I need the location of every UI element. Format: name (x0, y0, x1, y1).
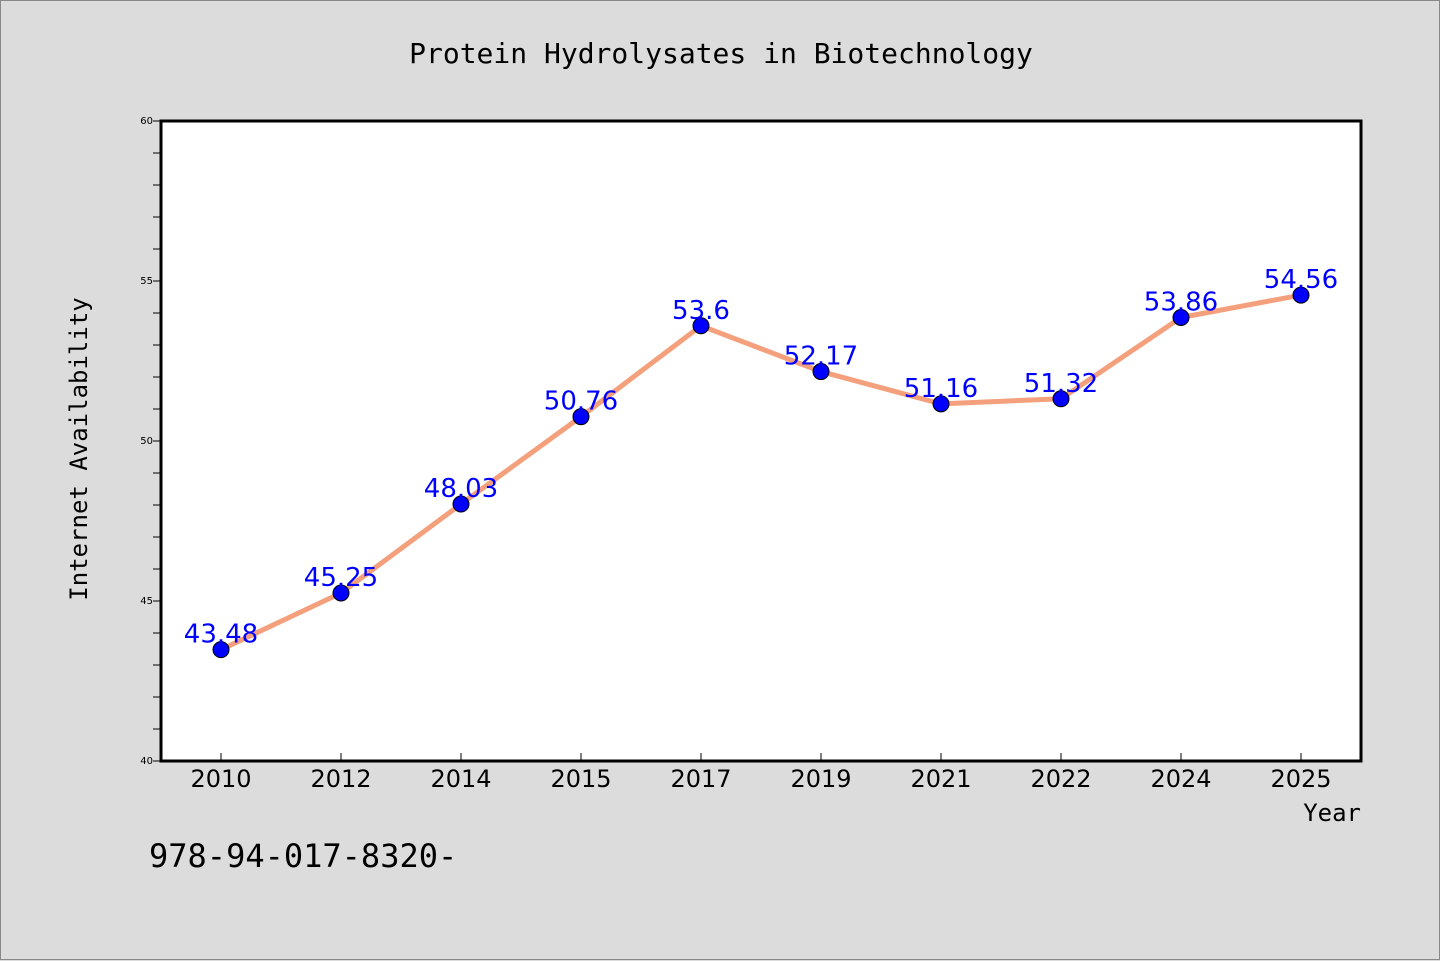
x-tick-label: 2022 (1030, 765, 1091, 793)
x-tick-label: 2015 (550, 765, 611, 793)
data-point (452, 495, 470, 513)
data-point (1052, 390, 1070, 408)
x-tick-label: 2025 (1270, 765, 1331, 793)
x-axis-label: Year (1303, 799, 1361, 827)
data-label: 51.32 (1024, 369, 1098, 399)
data-point (1172, 308, 1190, 326)
x-tick-label: 2010 (190, 765, 251, 793)
y-axis-label: Internet Availability (65, 297, 93, 600)
data-point (332, 584, 350, 602)
data-label: 53.86 (1144, 287, 1218, 317)
chart-title: Protein Hydrolysates in Biotechnology (409, 37, 1033, 70)
data-point (212, 641, 230, 659)
y-axis: 40 45 50 55 60 (140, 116, 161, 767)
data-label: 52.17 (784, 342, 858, 372)
data-label: 51.16 (904, 374, 978, 404)
data-point (932, 395, 950, 413)
data-label: 48.03 (424, 474, 498, 504)
data-label: 50.76 (544, 387, 618, 417)
y-tick-label: 55 (140, 276, 153, 287)
footer-code: 978-94-017-8320- (149, 837, 457, 875)
data-label: 43.48 (184, 620, 258, 650)
series-group (212, 286, 1310, 659)
x-axis: 2010 2012 2014 2015 2017 2019 2021 2022 2024 2025 (190, 753, 1332, 793)
y-tick-label: 45 (140, 596, 153, 607)
x-tick-label: 2019 (790, 765, 851, 793)
data-point (812, 363, 830, 381)
data-label: 53.6 (672, 296, 730, 326)
data-label: 45.25 (304, 563, 378, 593)
y-tick-label: 60 (140, 116, 153, 127)
x-tick-label: 2024 (1150, 765, 1211, 793)
data-point (1292, 286, 1310, 304)
y-tick-label: 50 (140, 436, 153, 447)
series-line (218, 292, 1304, 653)
data-point (572, 408, 590, 426)
x-tick-label: 2021 (910, 765, 971, 793)
y-tick-label: 40 (140, 756, 153, 767)
data-label: 54.56 (1264, 265, 1338, 295)
x-tick-label: 2017 (670, 765, 731, 793)
x-tick-label: 2014 (430, 765, 491, 793)
plot-area (159, 119, 1363, 763)
data-labels: 43.48 45.25 48.03 50.76 53.6 52.17 51.16 51.32 5… (184, 265, 1338, 650)
x-tick-label: 2012 (310, 765, 371, 793)
data-point (692, 317, 710, 335)
